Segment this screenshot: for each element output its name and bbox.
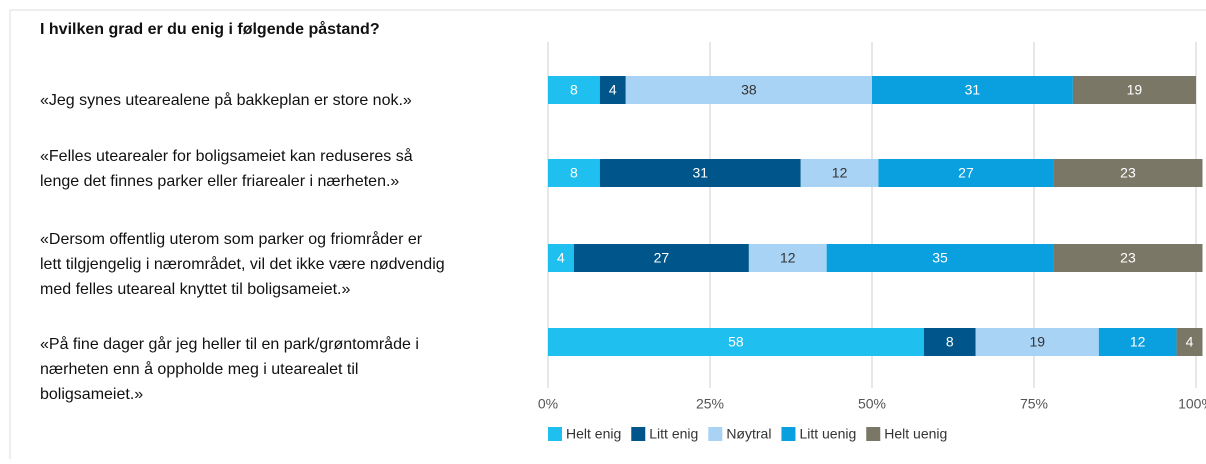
data-label: 8 [946,334,954,350]
category-label: lenge det finnes parker eller friarealer… [40,173,399,190]
category-label: nærheten enn å oppholde meg i uteareal­e… [40,360,358,378]
data-label: 31 [965,82,981,98]
data-label: 8 [570,165,578,181]
category-label: lett tilgjengelig i nærområdet, vil det … [40,255,445,273]
bar-segment [1053,244,1203,272]
bar-segment [548,244,574,272]
legend-label: Litt enig [649,426,698,442]
data-label: 27 [958,165,974,181]
category-label: «Felles utearealer for boligsameiet kan … [40,147,413,165]
data-label: 58 [728,334,744,350]
legend-swatch [631,427,646,441]
category-label: boligsameiet.» [40,386,143,403]
bar-segment [748,244,827,272]
bar-segment [923,328,976,356]
bar-segment [1176,328,1203,356]
bar-segment [1053,159,1203,187]
legend-label: Nøytral [726,426,771,442]
data-label: 12 [780,250,796,266]
legend-swatch [708,427,723,441]
bar-segment [573,244,749,272]
legend-swatch [781,427,796,441]
bar-segment [548,328,924,356]
data-label: 23 [1120,165,1136,181]
data-label: 38 [741,82,757,98]
data-label: 8 [570,82,578,98]
data-label: 12 [832,165,848,181]
bar-segment [872,76,1073,104]
bar-segment [1072,76,1196,104]
bar-segment [599,76,626,104]
data-label: 4 [609,82,617,98]
data-label: 4 [1186,334,1194,350]
x-tick-label: 25% [696,396,724,412]
category-label: «Jeg synes utearealene på bakkeplan er s… [40,91,412,109]
category-label: med felles uteareal knyttet til boligsam… [40,281,350,298]
legend-label: Helt uenig [884,426,947,442]
legend-swatch [548,427,562,441]
bar-segment [548,159,600,187]
data-label: 4 [557,250,565,266]
bar-segment [878,159,1054,187]
bar-segment [599,159,801,187]
data-label: 27 [654,250,670,266]
legend-swatch [866,427,881,441]
category-label: «Dersom offentlig uterom som parker og f… [40,230,423,248]
data-label: 35 [932,250,948,266]
x-tick-label: 100% [1178,396,1206,412]
legend-label: Litt uenig [799,426,856,442]
data-label: 31 [692,165,708,181]
bar-segment [826,244,1054,272]
data-label: 23 [1120,250,1136,266]
bar-segment [1098,328,1177,356]
data-label: 12 [1130,334,1146,350]
chart-title: I hvilken grad er du enig i følgende pås… [40,20,380,38]
x-tick-label: 75% [1020,396,1048,412]
bar-segment [800,159,879,187]
category-label: «På fine dager går jeg heller til en par… [40,335,419,353]
bar-segment [975,328,1099,356]
data-label: 19 [1029,334,1045,350]
x-tick-label: 50% [858,396,886,412]
x-tick-label: 0% [538,396,558,412]
data-label: 19 [1127,82,1143,98]
bar-segment [625,76,872,104]
legend-label: Helt enig [566,426,621,442]
bar-segment [548,76,600,104]
